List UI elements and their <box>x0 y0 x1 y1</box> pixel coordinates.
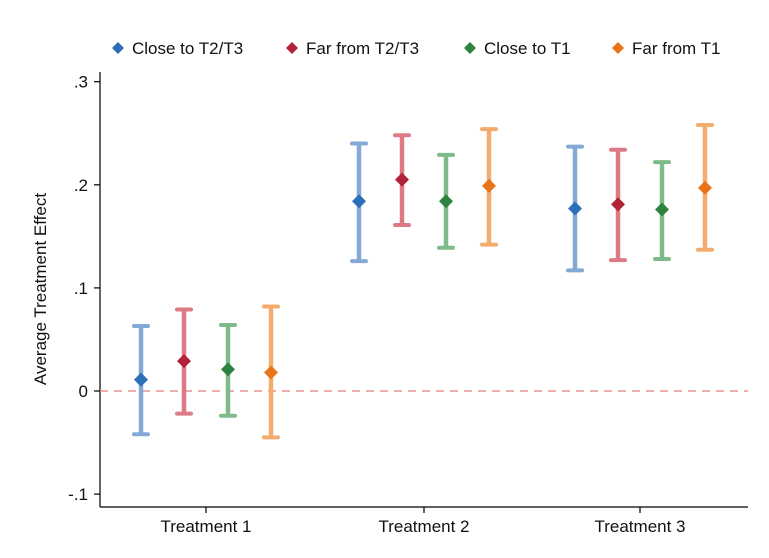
legend-marker <box>464 42 476 54</box>
legend-label: Far from T1 <box>632 39 720 58</box>
legend-marker <box>286 42 298 54</box>
point-estimate-marker <box>395 172 409 187</box>
x-tick-label: Treatment 1 <box>160 517 251 536</box>
point-estimate-marker <box>352 194 366 209</box>
point-estimate-marker <box>134 372 148 387</box>
y-axis-label: Average Treatment Effect <box>31 193 50 385</box>
point-estimate-marker <box>611 197 625 212</box>
point-estimate-marker <box>177 354 191 369</box>
legend: Close to T2/T3 Far from T2/T3 Close to T1 F… <box>112 39 720 58</box>
legend-label: Far from T2/T3 <box>306 39 419 58</box>
point-estimate-marker <box>482 178 496 193</box>
legend-marker <box>112 42 124 54</box>
legend-marker <box>612 42 624 54</box>
point-estimate-marker <box>264 365 278 380</box>
point-estimate-marker <box>221 362 235 377</box>
x-tick-label: Treatment 2 <box>378 517 469 536</box>
y-tick-label: 0 <box>79 382 88 401</box>
y-tick-label: .3 <box>74 73 88 92</box>
axes: -.1 0 .1 .2 .3 Treatment 1 Treatment 2 Treatmen… <box>68 72 748 536</box>
plot-marks <box>100 123 748 440</box>
point-estimate-marker <box>698 180 712 195</box>
point-estimate-marker <box>568 201 582 216</box>
legend-label: Close to T1 <box>484 39 571 58</box>
point-estimate-marker <box>655 202 669 217</box>
legend-label: Close to T2/T3 <box>132 39 243 58</box>
y-tick-label: .1 <box>74 279 88 298</box>
y-tick-label: -.1 <box>68 485 88 504</box>
point-estimate-marker <box>439 194 453 209</box>
x-tick-label: Treatment 3 <box>594 517 685 536</box>
y-tick-label: .2 <box>74 176 88 195</box>
